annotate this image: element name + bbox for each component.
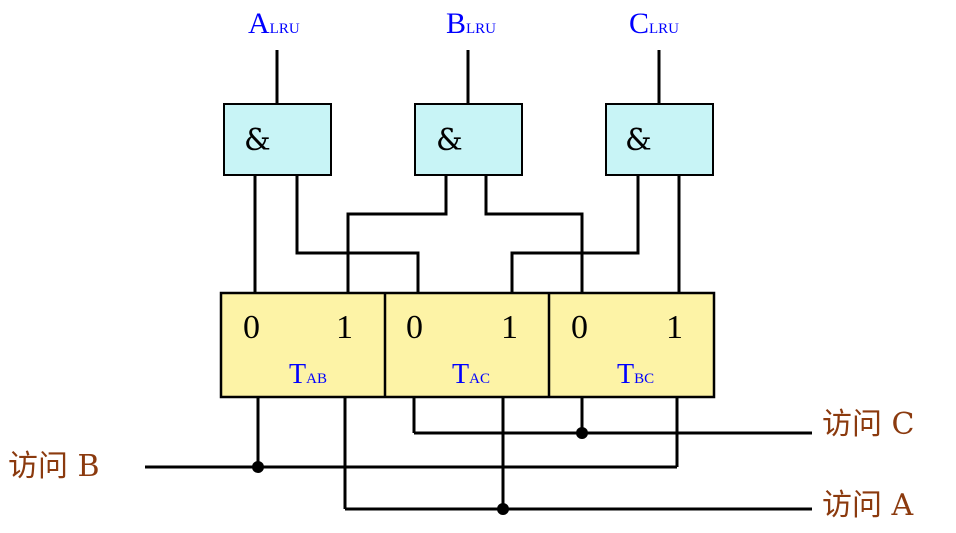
tbc-bit-1: 1 — [666, 309, 683, 346]
access-c-junction — [576, 427, 588, 439]
and-gate-b-symbol: & — [436, 123, 463, 158]
tbc-label: TBC — [617, 359, 654, 390]
tac-label: TAC — [452, 359, 490, 390]
wire-gate-b-to-tbc0 — [484, 175, 584, 293]
output-a-lru: ALRU — [248, 7, 300, 40]
wire-gate-b-to-tab1 — [346, 175, 448, 293]
and-gate-b: & — [414, 103, 523, 176]
output-b-lru: BLRU — [446, 7, 496, 40]
tab-bit-0: 0 — [243, 309, 260, 346]
trigger-register — [219, 291, 716, 399]
tac-bit-1: 1 — [501, 309, 518, 346]
access-a-label: 访问 A — [822, 488, 914, 523]
and-gate-a-symbol: & — [244, 123, 271, 158]
and-gate-c: & — [605, 103, 714, 176]
wire-gate-a-to-tac0 — [295, 175, 420, 293]
and-gate-c-symbol: & — [625, 123, 652, 158]
access-b-label: 访问 B — [8, 449, 100, 484]
tab-bit-1: 1 — [336, 309, 353, 346]
wire-gate-c-to-tac1 — [510, 175, 640, 293]
access-c-label: 访问 C — [822, 407, 915, 442]
tac-bit-0: 0 — [406, 309, 423, 346]
access-b-junction — [252, 461, 264, 473]
access-a-junction — [497, 503, 509, 515]
and-gate-a: & — [223, 103, 332, 176]
tab-label: TAB — [289, 359, 327, 390]
tbc-bit-0: 0 — [571, 309, 588, 346]
output-c-lru: CLRU — [629, 7, 679, 40]
